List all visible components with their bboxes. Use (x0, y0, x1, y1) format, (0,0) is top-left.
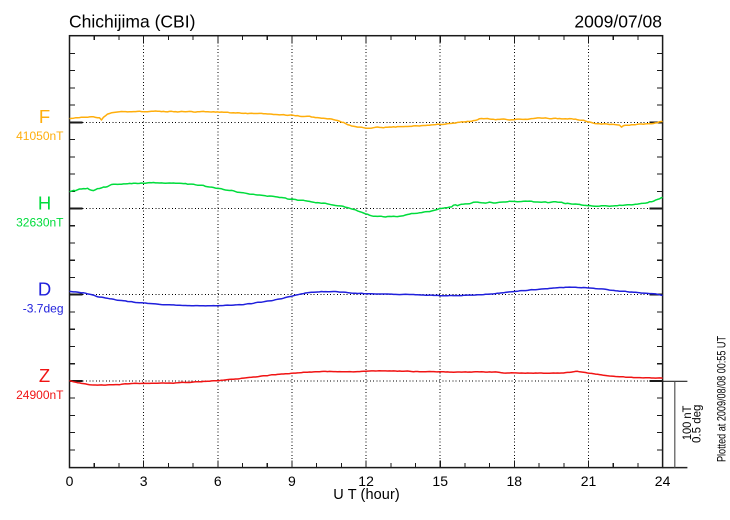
svg-text:21: 21 (581, 473, 597, 489)
svg-text:D: D (38, 279, 51, 300)
svg-text:9: 9 (288, 473, 296, 489)
svg-text:H: H (38, 192, 51, 213)
svg-text:24: 24 (655, 473, 671, 489)
svg-text:Plotted at 2009/08/08 00:55 UT: Plotted at 2009/08/08 00:55 UT (714, 336, 728, 462)
svg-text:18: 18 (507, 473, 523, 489)
svg-text:0.5 deg: 0.5 deg (690, 405, 704, 444)
svg-text:U T (hour): U T (hour) (333, 487, 400, 503)
svg-text:2009/07/08: 2009/07/08 (574, 12, 662, 32)
svg-text:41050nT: 41050nT (16, 129, 64, 143)
svg-text:F: F (39, 106, 50, 127)
svg-text:100 nT: 100 nT (680, 405, 694, 440)
svg-text:0: 0 (66, 473, 74, 489)
svg-text:32630nT: 32630nT (16, 215, 64, 229)
svg-text:-3.7deg: -3.7deg (23, 302, 64, 316)
svg-text:3: 3 (140, 473, 148, 489)
svg-text:12: 12 (358, 473, 374, 489)
svg-text:Chichijima (CBI): Chichijima (CBI) (69, 12, 195, 32)
svg-text:24900nT: 24900nT (16, 388, 64, 402)
svg-text:Z: Z (39, 365, 50, 386)
svg-text:15: 15 (432, 473, 448, 489)
svg-text:6: 6 (214, 473, 222, 489)
